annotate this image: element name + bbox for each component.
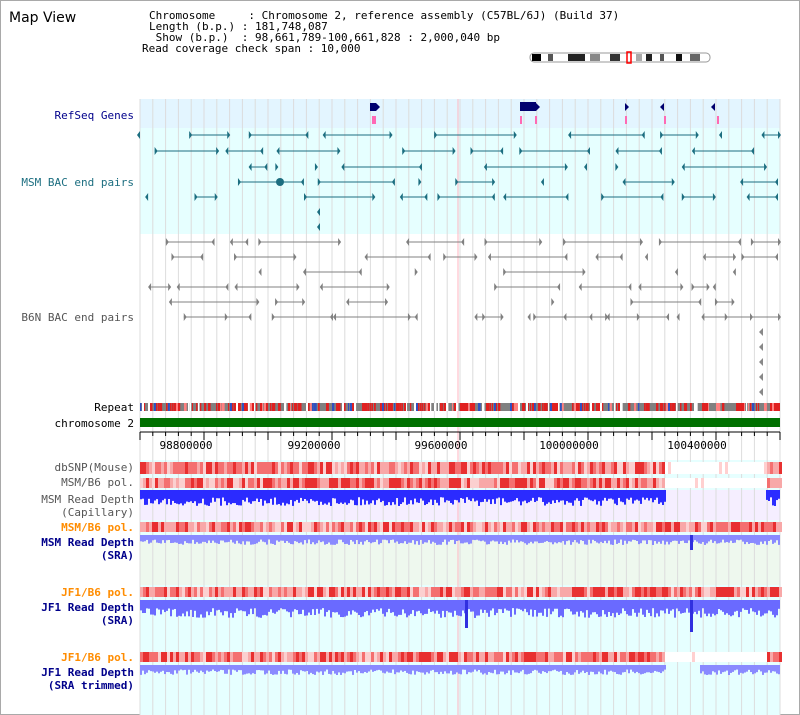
track-label-jf1-depth-sra: JF1 Read Depth (SRA) [41, 601, 134, 627]
refseq-genes [370, 102, 719, 124]
msm-b6-pol-heat-1 [140, 478, 782, 488]
track-label-msm-b6-pol-2: MSM/B6 pol. [61, 521, 134, 534]
msm-depth-sra-line1: MSM Read Depth [41, 536, 134, 549]
repeat-track [140, 403, 780, 411]
track-label-dbsnp: dbSNP(Mouse) [54, 461, 134, 474]
read-coverage-info: Read coverage check span : 10,000 [142, 42, 361, 55]
dbsnp-heat-track [140, 462, 782, 474]
track-label-refseq-genes[interactable]: RefSeq Genes [54, 109, 134, 122]
jf1-b6-pol-heat-1 [140, 587, 782, 597]
msm-b6-pol-heat-2 [140, 522, 782, 532]
chromosome-info: Chromosome : Chromosome 2, reference ass… [149, 9, 620, 22]
msm-depth-sra-line2: (SRA) [100, 549, 134, 562]
axis-tick-label: 99600000 [415, 439, 468, 452]
chromosome-bar [140, 418, 780, 427]
msm-depth-capillary-bars [140, 490, 780, 506]
position-axis: 98800000 99200000 99600000 100000000 1004000… [139, 431, 781, 452]
track-label-jf1-depth-trimmed: JF1 Read Depth (SRA trimmed) [41, 666, 134, 692]
track-label-msm-b6-pol-1: MSM/B6 pol. [61, 476, 134, 489]
assembly-info: Chromosome : Chromosome 2, reference ass… [142, 9, 620, 54]
jf1-depth-sra-line1: JF1 Read Depth [41, 601, 134, 614]
msm-depth-cap-line1: MSM Read Depth [41, 493, 134, 506]
axis-tick-label: 100400000 [667, 439, 727, 452]
msm-bac-end-pairs [137, 131, 781, 231]
axis-tick-label: 100000000 [539, 439, 599, 452]
track-label-msm-depth-capillary: MSM Read Depth (Capillary) [41, 493, 134, 519]
axis-tick-label: 98800000 [160, 439, 213, 452]
axis-tick-label: 99200000 [288, 439, 341, 452]
track-label-chromosome: chromosome 2 [54, 417, 134, 430]
msm-depth-sra-bars [140, 535, 780, 550]
show-range-info: Show (b.p.) : 98,661,789-100,661,828 : 2… [149, 31, 500, 44]
jf1-depth-sra-bars [140, 600, 780, 632]
jf1-depth-trim-line1: JF1 Read Depth [41, 666, 134, 679]
track-label-b6n-bac-end-pairs[interactable]: B6N BAC end pairs [21, 311, 134, 324]
track-label-jf1-b6-pol-1: JF1/B6 pol. [61, 586, 134, 599]
jf1-depth-trimmed-bars [140, 665, 780, 675]
b6n-bac-end-pairs [148, 238, 781, 396]
track-label-msm-bac-end-pairs[interactable]: MSM BAC end pairs [21, 176, 134, 189]
chromosome-ideogram [529, 51, 711, 64]
jf1-b6-pol-heat-2 [140, 652, 782, 662]
length-info: Length (b.p.) : 181,748,087 [149, 20, 328, 33]
track-label-msm-depth-sra: MSM Read Depth (SRA) [41, 536, 134, 562]
track-label-jf1-b6-pol-2: JF1/B6 pol. [61, 651, 134, 664]
page-title: Map View [9, 10, 77, 26]
ideogram-position-marker [626, 51, 632, 64]
msm-depth-cap-line2: (Capillary) [61, 506, 134, 519]
track-label-repeat: Repeat [94, 401, 134, 414]
jf1-depth-trim-line2: (SRA trimmed) [47, 679, 134, 692]
jf1-depth-sra-line2: (SRA) [100, 614, 134, 627]
